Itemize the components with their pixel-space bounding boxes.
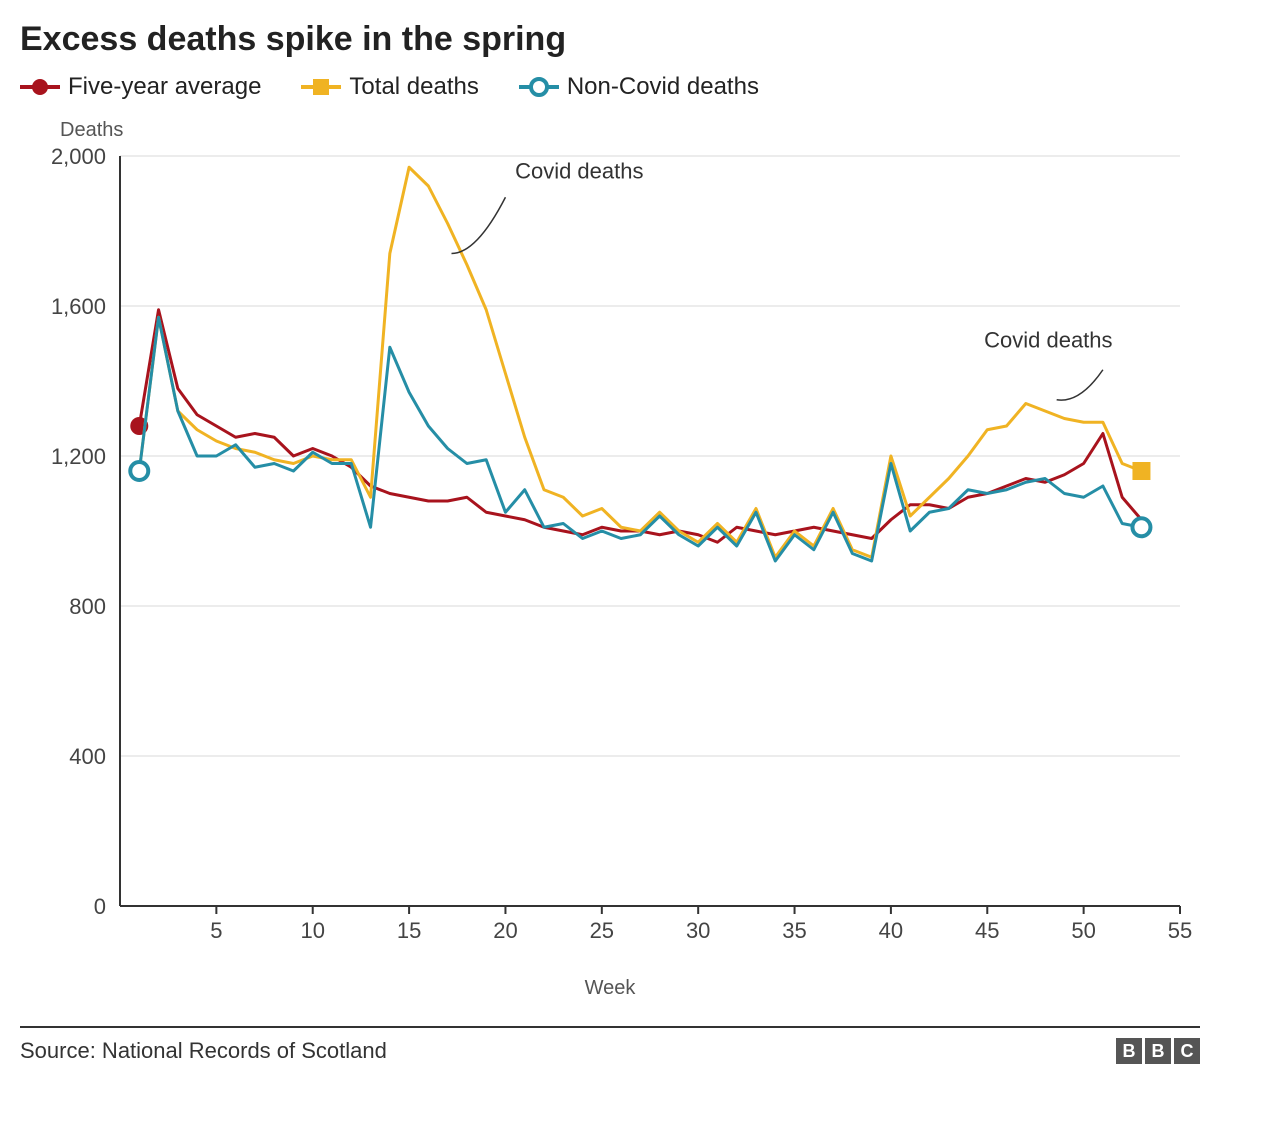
y-tick-label: 800 bbox=[69, 594, 106, 619]
legend-label: Five-year average bbox=[68, 73, 261, 101]
x-tick-label: 45 bbox=[975, 918, 999, 943]
annotation-curve bbox=[1057, 370, 1103, 400]
x-tick-label: 55 bbox=[1168, 918, 1192, 943]
legend-item: Total deaths bbox=[301, 73, 478, 101]
y-tick-label: 1,200 bbox=[51, 444, 106, 469]
x-tick-label: 50 bbox=[1071, 918, 1095, 943]
logo-block: B bbox=[1116, 1038, 1142, 1064]
y-tick-label: 400 bbox=[69, 744, 106, 769]
x-tick-label: 35 bbox=[782, 918, 806, 943]
x-axis-title: Week bbox=[20, 977, 1200, 1000]
legend-label: Non-Covid deaths bbox=[567, 73, 759, 101]
chart-title: Excess deaths spike in the spring bbox=[20, 20, 1200, 59]
chart-svg: 0 400 800 1,200 1,600 2,000 5 10 15 20 25 30 35 40 45 5… bbox=[20, 146, 1200, 966]
y-tick-label: 1,600 bbox=[51, 294, 106, 319]
logo-block: B bbox=[1145, 1038, 1171, 1064]
series-non_covid bbox=[139, 317, 1141, 561]
y-tick-label: 0 bbox=[94, 894, 106, 919]
marker bbox=[1132, 462, 1150, 480]
x-tick-label: 5 bbox=[210, 918, 222, 943]
chart-container: Excess deaths spike in the spring Five-y… bbox=[20, 20, 1200, 1064]
bbc-logo: BBC bbox=[1116, 1038, 1200, 1064]
marker bbox=[130, 462, 148, 480]
legend-label: Total deaths bbox=[349, 73, 478, 101]
annotation-curve bbox=[451, 197, 505, 253]
legend-item: Non-Covid deaths bbox=[519, 73, 759, 101]
plot-area: 0 400 800 1,200 1,600 2,000 5 10 15 20 25 30 35 40 45 5… bbox=[20, 146, 1200, 971]
y-axis-title: Deaths bbox=[60, 119, 1200, 142]
source-text: Source: National Records of Scotland bbox=[20, 1038, 387, 1064]
series-total_deaths bbox=[139, 167, 1141, 557]
annotation-label: Covid deaths bbox=[984, 327, 1112, 352]
x-tick-label: 40 bbox=[879, 918, 903, 943]
x-tick-label: 30 bbox=[686, 918, 710, 943]
x-tick-label: 10 bbox=[300, 918, 324, 943]
footer: Source: National Records of Scotland BBC bbox=[20, 1026, 1200, 1064]
logo-block: C bbox=[1174, 1038, 1200, 1064]
legend-marker-icon bbox=[301, 75, 341, 99]
annotation-label: Covid deaths bbox=[515, 159, 643, 184]
x-tick-label: 15 bbox=[397, 918, 421, 943]
x-tick-label: 20 bbox=[493, 918, 517, 943]
legend-marker-icon bbox=[20, 75, 60, 99]
legend-marker-icon bbox=[519, 75, 559, 99]
legend: Five-year average Total deaths Non-Covid d… bbox=[20, 73, 1200, 101]
legend-item: Five-year average bbox=[20, 73, 261, 101]
marker bbox=[1132, 518, 1150, 536]
y-tick-label: 2,000 bbox=[51, 146, 106, 169]
x-tick-label: 25 bbox=[590, 918, 614, 943]
